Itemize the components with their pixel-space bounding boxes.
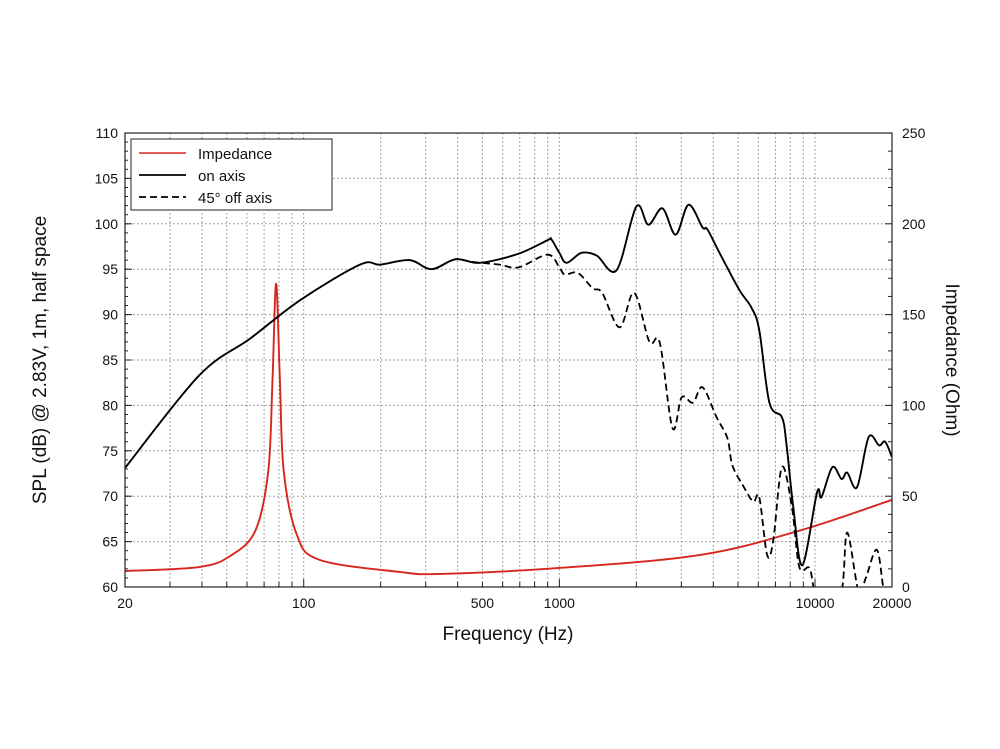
legend: Impedance on axis 45° off axis: [130, 138, 333, 211]
legend-label-on-axis: on axis: [198, 168, 246, 185]
y-axis-label: SPL (dB) @ 2.83V, 1m, half space: [30, 216, 51, 504]
x-axis-label: Frequency (Hz): [443, 624, 574, 645]
y-tick-label: 60: [102, 579, 118, 595]
legend-label-impedance: Impedance: [198, 146, 272, 163]
y-tick-label: 70: [102, 488, 118, 504]
series-line-impedance: [125, 282, 892, 576]
y-tick-label: 85: [102, 352, 118, 368]
y2-axis-label: Impedance (Ohm): [941, 283, 962, 436]
y-tick-label: 65: [102, 534, 118, 550]
y-tick-label: 110: [96, 125, 119, 141]
x-tick-label: 10000: [796, 595, 835, 611]
x-tick-label: 20000: [873, 595, 912, 611]
y-tick-label: 90: [102, 307, 118, 323]
series-line-45-off-axis: [471, 253, 885, 587]
series-group: [125, 203, 892, 587]
y-tick-label: 75: [102, 443, 118, 459]
y-tick-label: 95: [102, 261, 118, 277]
y2-tick-label: 200: [902, 216, 926, 232]
y2-tick-label: 150: [902, 307, 926, 323]
legend-label-off-axis: 45° off axis: [198, 190, 272, 207]
series-line-on-axis: [125, 203, 892, 567]
y-tick-label: 100: [95, 216, 119, 232]
x-tick-label: 500: [471, 595, 495, 611]
y2-tick-label: 50: [902, 488, 918, 504]
x-tick-label: 20: [117, 595, 133, 611]
y-tick-label: 105: [95, 170, 119, 186]
y-tick-label: 80: [102, 397, 118, 413]
x-tick-label: 100: [292, 595, 316, 611]
y2-tick-label: 0: [902, 579, 910, 595]
x-tick-label: 1000: [544, 595, 575, 611]
y2-tick-label: 100: [902, 397, 926, 413]
y2-tick-label: 250: [902, 125, 926, 141]
ticks: 20 100 500 1000 10000 20000606570758085909510…: [95, 125, 926, 611]
